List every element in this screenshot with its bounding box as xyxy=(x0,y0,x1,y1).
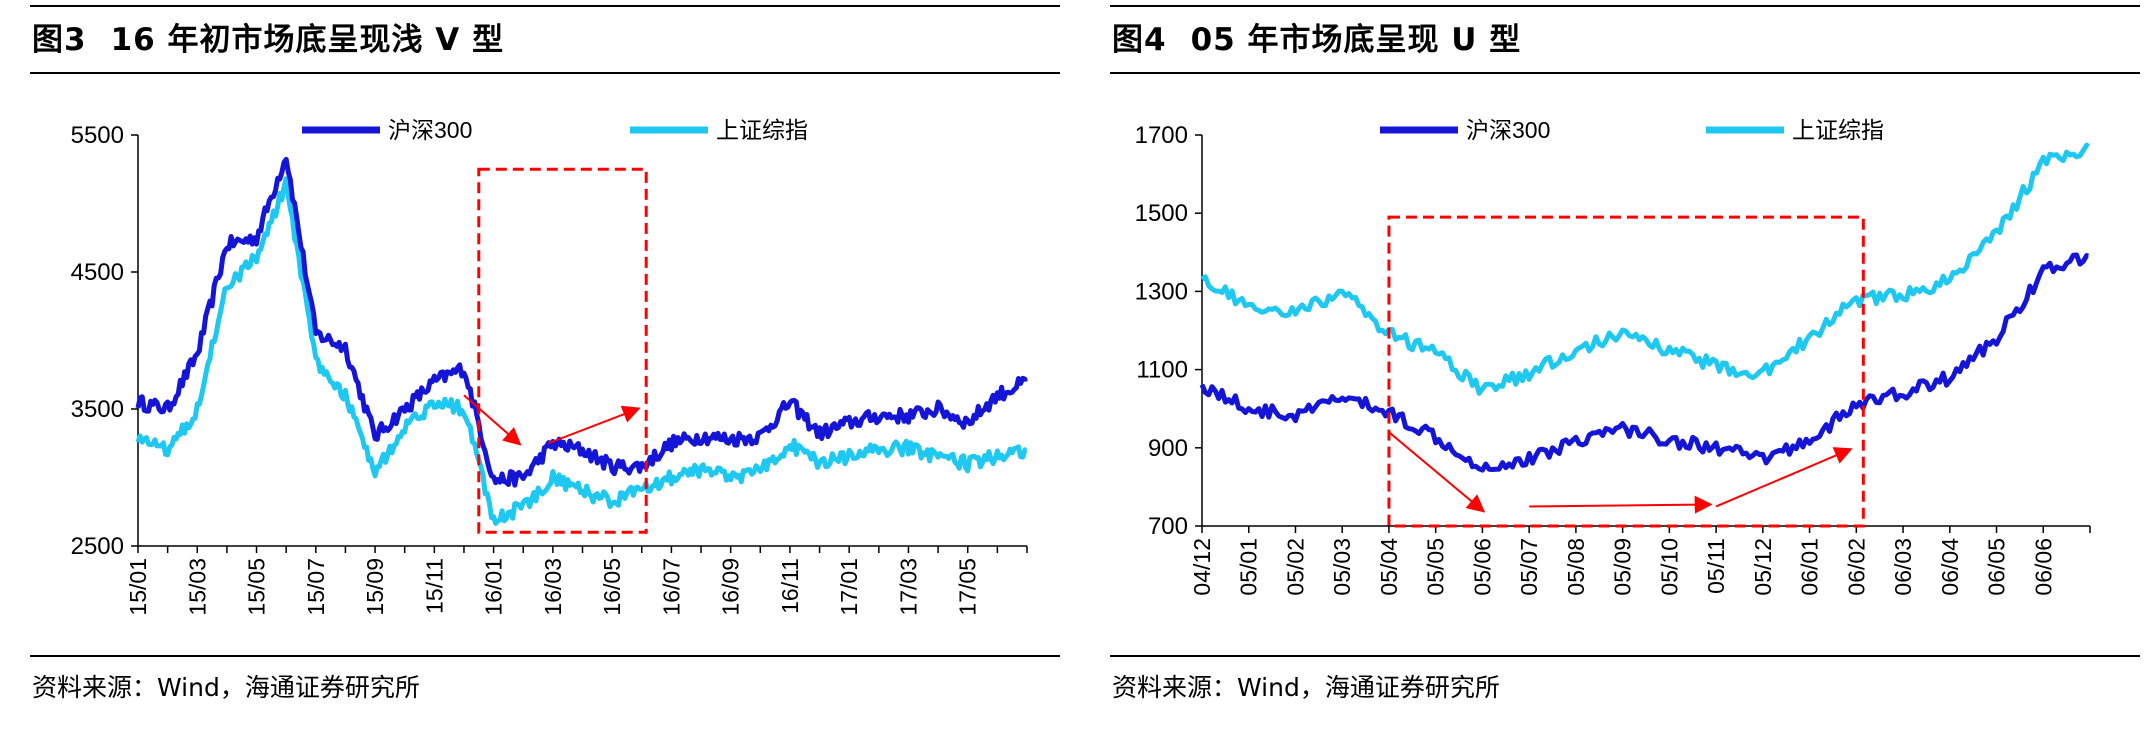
x-tick-label: 05/01 xyxy=(1236,538,1262,596)
legend-label-shanghai: 上证综指 xyxy=(1792,117,1884,143)
figure-4-panel: 图4 05 年市场底呈现 U 型 1700 1500 1300 1100 900 700 04… xyxy=(1110,0,2150,737)
x-tick-label: 15/11 xyxy=(421,558,447,614)
x-tick-label: 06/03 xyxy=(1890,538,1916,596)
x-tick-label: 16/03 xyxy=(540,558,566,616)
bottom-rule xyxy=(1110,655,2140,657)
x-tick-label: 05/03 xyxy=(1329,538,1355,596)
trend-arrow xyxy=(1715,447,1853,508)
trend-arrow xyxy=(548,405,641,445)
source-note: 资料来源：Wind，海通证券研究所 xyxy=(1112,673,1500,702)
x-tick-label: 16/01 xyxy=(481,558,507,616)
trend-arrow xyxy=(1529,495,1713,514)
trend-arrow xyxy=(1388,431,1486,513)
x-tick-label: 16/05 xyxy=(599,558,625,616)
legend-label-shanghai: 上证综指 xyxy=(716,117,808,143)
x-tick-label: 15/05 xyxy=(244,558,270,616)
x-tick-label: 05/11 xyxy=(1703,538,1729,594)
x-tick-label: 15/03 xyxy=(184,558,210,616)
y-tick-label: 1100 xyxy=(1136,357,1188,384)
highlight-dashed-box xyxy=(1387,215,1865,528)
y-tick-label: 5500 xyxy=(71,122,124,149)
x-tick-label: 17/03 xyxy=(895,558,921,616)
figure-title: 图3 16 年初市场底呈现浅 V 型 xyxy=(32,14,504,59)
y-tick-label: 4500 xyxy=(71,259,124,286)
x-tick-label: 16/11 xyxy=(777,558,803,614)
figure-title-text: 05 年市场底呈现 U 型 xyxy=(1190,22,1522,58)
y-tick-label: 700 xyxy=(1148,513,1188,540)
x-tick-label: 06/01 xyxy=(1797,538,1823,596)
x-tick-label: 06/04 xyxy=(1937,538,1963,596)
x-tick-label: 05/05 xyxy=(1423,538,1449,596)
x-tick-label: 05/12 xyxy=(1750,538,1776,596)
x-tick-label: 05/10 xyxy=(1656,538,1682,596)
y-tick-label: 900 xyxy=(1148,435,1188,462)
x-tick-label: 05/04 xyxy=(1376,538,1402,596)
y-tick-label: 2500 xyxy=(71,533,124,560)
bottom-rule xyxy=(30,655,1060,657)
x-tick-label: 05/02 xyxy=(1282,538,1308,596)
title-rule xyxy=(30,72,1060,74)
x-tick-label: 16/07 xyxy=(658,558,684,616)
series-line-hs300 xyxy=(135,156,1028,488)
figure-title-text: 16 年初市场底呈现浅 V 型 xyxy=(110,22,505,58)
x-tick-label: 05/08 xyxy=(1563,538,1589,596)
x-tick-label: 15/07 xyxy=(303,558,329,616)
top-rule xyxy=(30,5,1060,7)
x-tick-label: 06/06 xyxy=(2030,538,2056,596)
series-line-shanghai xyxy=(1200,142,2090,396)
x-tick-label: 15/01 xyxy=(125,558,151,616)
y-tick-label: 1300 xyxy=(1135,278,1188,305)
legend-label-hs300: 沪深300 xyxy=(388,117,472,143)
y-tick-label: 3500 xyxy=(71,396,124,423)
figure-number: 图4 xyxy=(1112,22,1167,58)
title-rule xyxy=(1110,72,2140,74)
x-tick-label: 05/07 xyxy=(1516,538,1542,596)
y-tick-label: 1500 xyxy=(1135,200,1188,227)
x-tick-label: 05/09 xyxy=(1610,538,1636,596)
figure-title: 图4 05 年市场底呈现 U 型 xyxy=(1112,14,1521,59)
series-line-hs300 xyxy=(1199,252,2090,473)
source-note: 资料来源：Wind，海通证券研究所 xyxy=(32,673,420,702)
x-tick-label: 04/12 xyxy=(1189,538,1215,596)
top-rule xyxy=(1110,5,2140,7)
y-tick-label: 1700 xyxy=(1135,122,1188,149)
x-tick-label: 17/05 xyxy=(955,558,981,616)
x-tick-label: 05/06 xyxy=(1469,538,1495,596)
figure-number: 图3 xyxy=(32,22,87,58)
highlight-dashed-box xyxy=(477,167,648,534)
series-line-shanghai xyxy=(135,176,1028,526)
figure-3-panel: 图3 16 年初市场底呈现浅 V 型 5500 4500 3500 2500 15/01 1… xyxy=(30,0,1080,737)
x-tick-label: 15/09 xyxy=(362,558,388,616)
x-tick-label: 06/05 xyxy=(1984,538,2010,596)
legend-label-hs300: 沪深300 xyxy=(1466,117,1550,143)
x-tick-label: 16/09 xyxy=(718,558,744,616)
x-tick-label: 17/01 xyxy=(836,558,862,616)
x-tick-label: 06/02 xyxy=(1843,538,1869,596)
trend-arrow xyxy=(463,394,522,446)
